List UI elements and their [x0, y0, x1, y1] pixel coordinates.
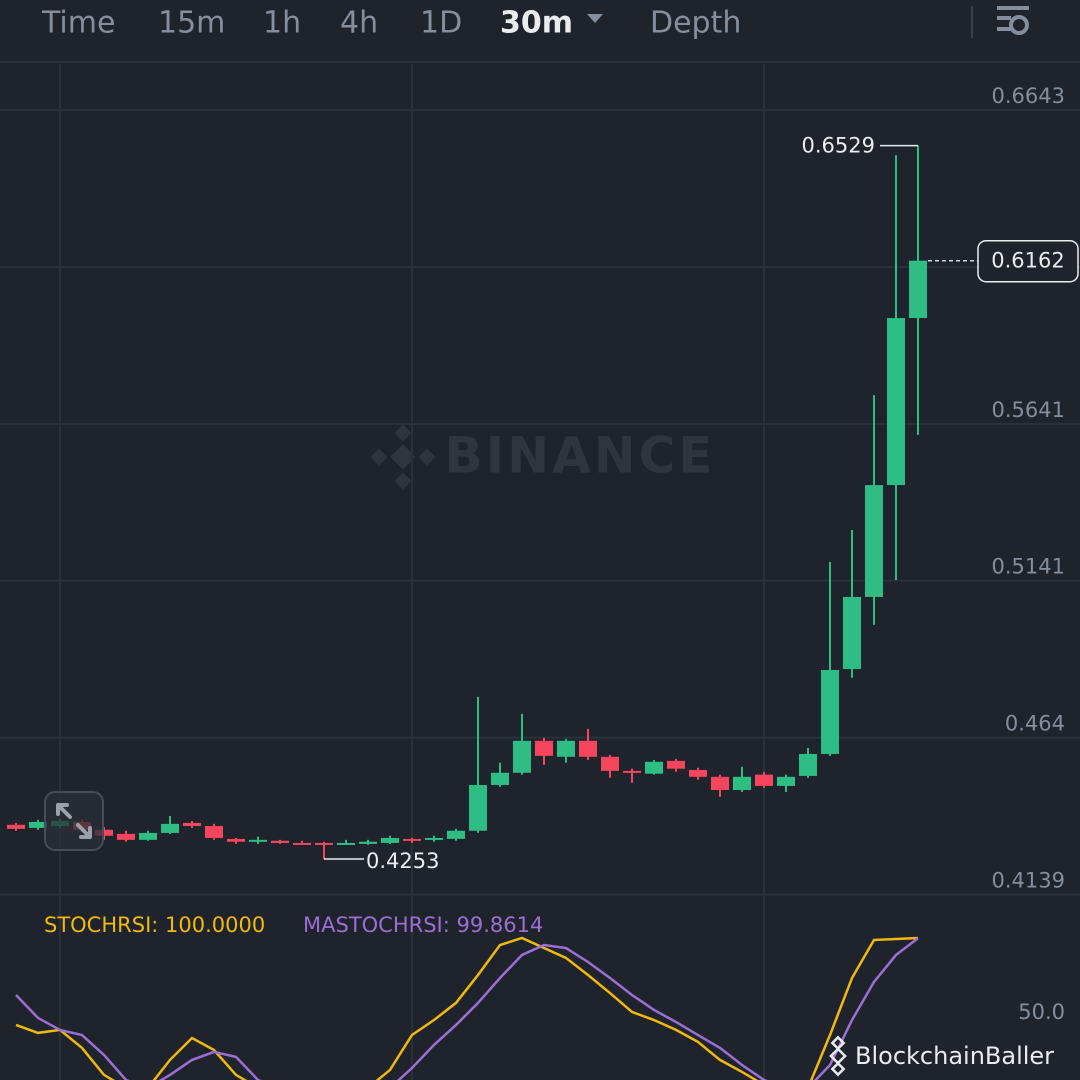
expand-button[interactable] [44, 791, 104, 851]
candle-body [711, 776, 729, 791]
indicator-line [15, 936, 919, 1080]
candles [7, 145, 927, 859]
candle-body [293, 842, 311, 845]
candle-body [381, 837, 399, 843]
candle-body [799, 753, 817, 776]
credit-text: BlockchainBaller [855, 1042, 1054, 1070]
candle-body [117, 833, 135, 840]
candle-body [601, 756, 619, 771]
credit: BlockchainBaller [829, 1035, 1054, 1077]
max-price-label: 0.6529 [802, 134, 875, 158]
tab[interactable]: 1h [263, 6, 301, 41]
candle-body [183, 822, 201, 827]
candle-body [491, 772, 509, 785]
candle-body [579, 740, 597, 757]
y-tick-label: 0.5141 [992, 555, 1065, 579]
candle-body [315, 842, 333, 845]
y-tick-label: 0.464 [1005, 712, 1065, 736]
legend-value: 100.0000 [165, 913, 265, 937]
min-price-label: 0.4253 [366, 849, 439, 873]
dropdown-arrow[interactable] [587, 14, 604, 23]
indicator-legend: 50.0 STOCHRSI: 100.0000 MASTOCHRSI: 99.861… [44, 913, 1065, 1024]
candle-body [447, 830, 465, 839]
legend-entry: MASTOCHRSI: 99.8614 [303, 913, 543, 937]
candle-body [821, 669, 839, 754]
watermark-text: BINANCE [445, 427, 716, 485]
candle-body [359, 841, 377, 844]
candle-body [909, 260, 927, 319]
legend-name: STOCHRSI [44, 913, 151, 937]
tab[interactable]: 1D [420, 6, 462, 41]
legend-value: 99.8614 [457, 913, 544, 937]
candle-body [755, 774, 773, 786]
candle-body [733, 776, 751, 791]
y-tick-label: 0.6643 [992, 84, 1065, 108]
legend-name: MASTOCHRSI [303, 913, 443, 937]
candle-body [227, 838, 245, 842]
candle-body [667, 760, 685, 769]
indicator [15, 936, 919, 1080]
candle-body [425, 837, 443, 840]
legend-entry: STOCHRSI: 100.0000 [44, 913, 265, 937]
candle-body [249, 839, 267, 842]
watermark: BINANCE [370, 424, 716, 490]
candle-body [469, 784, 487, 831]
candle-body [689, 769, 707, 777]
candle-body [337, 842, 355, 845]
candle-body [271, 840, 289, 843]
candle-body [161, 823, 179, 833]
candle-body [139, 832, 157, 840]
candle-body [645, 761, 663, 774]
candle-body [777, 776, 795, 786]
candle-body [843, 596, 861, 670]
candle-body [205, 826, 223, 838]
y-tick-label: 50.0 [1018, 1000, 1065, 1024]
y-tick-label: 0.4139 [992, 869, 1065, 893]
settings-icon[interactable] [997, 6, 1029, 35]
tab[interactable]: 4h [340, 6, 378, 41]
candle-body [7, 824, 25, 829]
candle-body [513, 740, 531, 773]
tab[interactable]: Depth [650, 6, 741, 41]
tab[interactable]: 30m [500, 6, 573, 41]
last-price-box [977, 239, 1079, 283]
candle-body [557, 740, 575, 757]
y-tick-label: 0.5641 [992, 398, 1065, 422]
indicator-line [15, 937, 919, 1080]
annotations: 0.6529 0.4253 0.6162 [324, 134, 1079, 873]
candle-body [623, 770, 641, 773]
candle-body [29, 821, 47, 828]
candle-body [403, 838, 421, 841]
last-price-label: 0.6162 [991, 249, 1064, 273]
tab[interactable]: 15m [158, 6, 225, 41]
toolbar: Time 15m 1h 4h 1D 30m Depth [0, 6, 1080, 63]
candle-body [535, 740, 553, 756]
tab[interactable]: Time [41, 6, 115, 41]
candle-body [887, 318, 905, 486]
candle-body [865, 485, 883, 597]
